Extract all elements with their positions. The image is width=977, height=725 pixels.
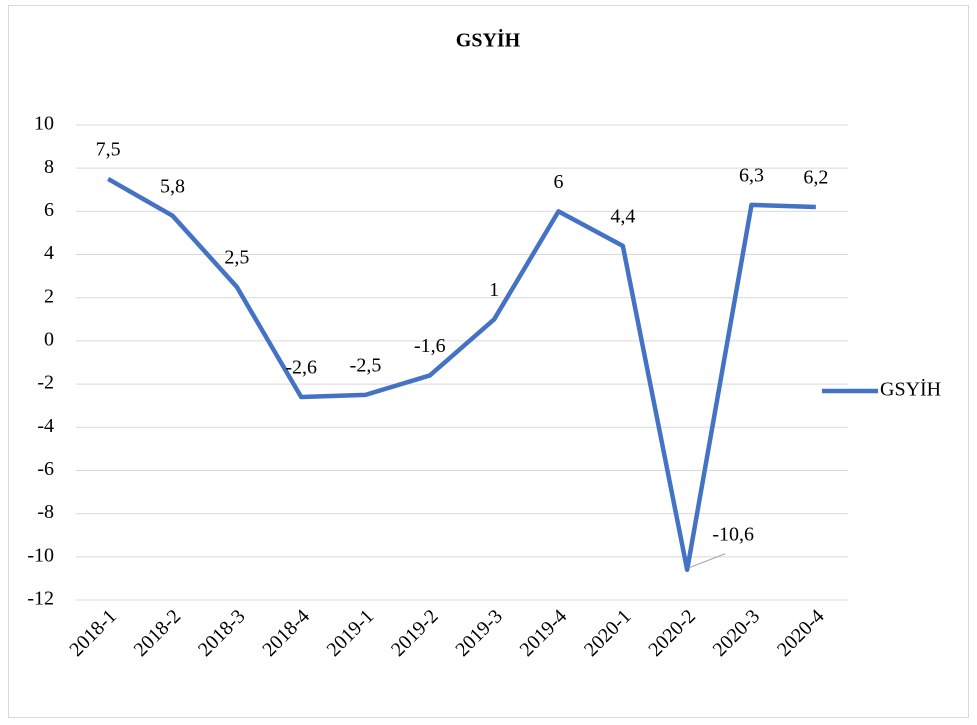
y-tick-label: 6 xyxy=(44,199,54,221)
leader-line xyxy=(688,553,726,569)
data-label: -1,6 xyxy=(414,335,446,357)
data-label: 1 xyxy=(489,279,499,301)
y-tick-label: -8 xyxy=(37,501,54,523)
data-label: -2,6 xyxy=(285,357,317,379)
y-tick-label: -12 xyxy=(27,588,54,610)
data-label: -2,5 xyxy=(350,354,382,376)
legend-label: GSYİH xyxy=(880,378,941,401)
data-label: 5,8 xyxy=(160,175,185,197)
y-tick-label: 2 xyxy=(44,285,54,307)
data-label: 6,2 xyxy=(803,167,828,189)
data-label: 6 xyxy=(554,171,564,193)
data-label: 6,3 xyxy=(739,164,764,186)
y-tick-label: 8 xyxy=(44,156,54,178)
chart-border xyxy=(8,5,969,718)
y-tick-label: -6 xyxy=(37,458,54,480)
data-label: 7,5 xyxy=(96,139,121,161)
y-tick-label: -10 xyxy=(27,544,54,566)
y-tick-label: 10 xyxy=(34,113,54,135)
y-tick-label: 4 xyxy=(44,242,54,264)
chart-title: GSYİH xyxy=(456,28,521,52)
series-line xyxy=(107,177,816,573)
y-tick-label: -4 xyxy=(37,415,54,437)
data-label: 4,4 xyxy=(610,206,635,228)
data-label: 2,5 xyxy=(224,247,249,269)
data-label: -10,6 xyxy=(712,523,754,545)
y-tick-label: 0 xyxy=(44,329,54,351)
y-tick-label: -2 xyxy=(37,372,54,394)
